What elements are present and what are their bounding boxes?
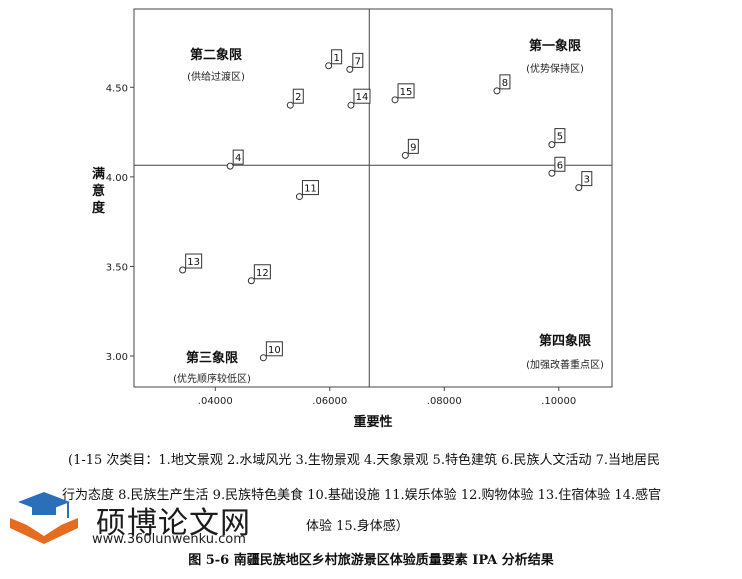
data-point [575, 184, 583, 192]
data-point-label-box [331, 49, 343, 65]
data-point [548, 141, 556, 149]
quadrant-title: 第四象限 [539, 333, 592, 349]
y-tick-label: 3.00 [106, 352, 128, 363]
data-point-label-box [352, 52, 364, 68]
graduation-cap-icon [10, 492, 78, 544]
data-point-label: 10 [268, 345, 281, 356]
data-point-label: 6 [557, 160, 563, 171]
data-point [247, 277, 255, 285]
data-point-label-box [581, 171, 593, 187]
data-point-label: 12 [256, 268, 269, 279]
watermark-url: www.360lunwenku.com [92, 532, 246, 547]
quadrant-subtitle: (供给过渡区) [187, 70, 245, 83]
data-point [346, 65, 354, 73]
data-point-label-box [397, 83, 415, 99]
data-point-label: 13 [187, 257, 200, 268]
data-point-label: 7 [355, 56, 361, 67]
data-point-label-box [554, 156, 566, 172]
quadrant-subtitle: (优先顺序较低区) [173, 372, 251, 385]
data-point-label-box [301, 180, 319, 196]
data-point-label-box [232, 149, 244, 165]
quadrant-subtitle: (加强改善重点区) [526, 358, 604, 371]
data-point-label: 14 [356, 92, 369, 103]
x-tick-label: .06000 [312, 396, 347, 407]
ipa-scatter-chart: .04000 .06000 .08000 .10000 3.00 3.50 4.00 4.50… [92, 8, 613, 430]
data-point-label: 8 [502, 78, 508, 89]
data-point-label-box [407, 138, 419, 154]
data-point [179, 266, 187, 274]
quadrant-title: 第二象限 [190, 47, 243, 63]
data-point-label-box [253, 264, 271, 280]
data-point [493, 87, 501, 95]
watermark-logo [10, 488, 270, 552]
y-axis-label: 满意度 [92, 166, 106, 216]
data-point [325, 62, 333, 70]
quadrant-title: 第三象限 [186, 350, 239, 366]
x-axis-label: 重要性 [353, 414, 392, 430]
data-point [391, 96, 399, 104]
data-point-label-box [185, 253, 203, 269]
data-point-label: 2 [295, 92, 301, 103]
x-tick-label: .04000 [198, 396, 233, 407]
data-point-label: 15 [400, 87, 413, 98]
data-point-label-box [265, 341, 283, 357]
data-point [401, 151, 409, 159]
quadrant-subtitle: (优势保持区) [526, 62, 584, 75]
data-point [295, 193, 303, 201]
x-tick-label: .10000 [541, 396, 576, 407]
plot-area [133, 8, 613, 388]
figure-caption: 图 5-6 南疆民族地区乡村旅游景区体验质量要素 IPA 分析结果 [188, 553, 554, 568]
data-point-label-box [554, 128, 566, 144]
category-note-line-2: 行为态度 8.民族生产生活 9.民族特色美食 10.基础设施 11.娱乐体验 1… [62, 488, 662, 503]
data-point-label: 1 [333, 53, 339, 64]
data-point [286, 101, 294, 109]
y-tick-label: 3.50 [106, 262, 128, 273]
watermark-text: 硕博论文网 [96, 506, 251, 541]
data-point [347, 101, 355, 109]
data-point [259, 354, 267, 362]
data-point [226, 162, 234, 170]
data-point-label-box [292, 88, 304, 104]
category-note-line-3: 体验 15.身体感） [306, 519, 409, 534]
x-tick-label: .08000 [427, 396, 462, 407]
data-point-label-box [353, 88, 371, 104]
data-point-label-box [499, 74, 511, 90]
data-point-label: 9 [410, 142, 416, 153]
y-tick-label: 4.00 [106, 173, 128, 184]
category-note-line-1: (1-15 次类目：1.地文景观 2.水域风光 3.生物景观 4.天象景观 5.… [68, 453, 661, 468]
data-point [548, 169, 556, 177]
y-tick-label: 4.50 [106, 83, 128, 94]
data-point-label: 3 [584, 175, 590, 186]
data-point-label: 11 [304, 184, 317, 195]
data-point-label: 4 [235, 153, 241, 164]
data-point-label: 5 [557, 132, 563, 143]
quadrant-title: 第一象限 [529, 38, 582, 54]
